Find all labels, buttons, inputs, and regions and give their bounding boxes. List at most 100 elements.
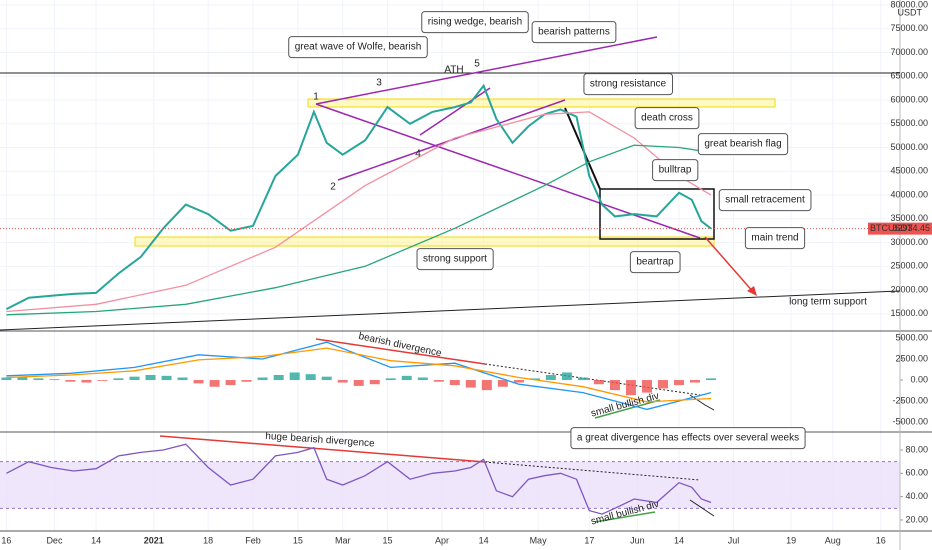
histogram-bar [401,375,412,381]
histogram-bar [97,380,108,381]
callout-box [416,248,494,271]
price-tag-symbol: BTCUSDT [870,223,913,233]
histogram-bar [593,380,604,385]
callout-text: main trend [751,233,798,244]
histogram-bar [433,380,444,382]
histogram-bar [113,378,124,381]
callout-box [629,251,681,274]
y-tick-label: 30000.00 [890,237,928,247]
callout-text: small retracement [725,195,805,206]
histogram-bar [545,374,556,381]
histogram-bar [209,380,220,387]
annotation-text: 2 [330,182,336,193]
line-series [6,111,712,313]
histogram-bar [49,379,60,381]
x-tick-label: 16 [1,535,11,545]
y-tick-label: 15000.00 [890,308,928,318]
line-series [6,443,712,515]
callout-box [531,21,617,44]
y-tick-label: 50000.00 [890,142,928,152]
histogram-bar [449,380,460,386]
x-tick-label: 15 [293,535,303,545]
currency-label: USDT [898,7,923,17]
annotation-text: 3 [376,78,382,89]
histogram-bar [513,380,524,383]
histogram-bar [177,377,188,381]
histogram-bar [129,376,140,381]
histogram-bar [337,380,348,383]
x-tick-label: 14 [91,535,101,545]
histogram-bar [193,380,204,384]
long-term-support-line [0,290,901,331]
flag-box [599,188,715,240]
callout-box [421,11,529,34]
divergence-line [315,338,486,365]
callout-box [583,73,674,96]
wolfe-line [315,36,658,105]
annotation-text: long term support [789,297,867,308]
histogram-bar [674,380,685,386]
y-tick-label: 40000.00 [890,189,928,199]
x-tick-label: May [530,535,548,545]
histogram-bar [369,380,380,385]
callout-text: bearish patterns [538,27,610,38]
y-tick-label: 5000.00 [895,332,928,342]
callout-text: strong resistance [590,79,667,90]
wedge-line [419,87,491,136]
callout-box [744,227,806,250]
x-tick-label: Dec [46,535,63,545]
line-series [6,144,712,316]
price-tag-value: 32934.45 [892,223,930,233]
callout-box [697,133,789,156]
histogram-bar [561,372,572,381]
histogram-bar [81,380,92,383]
callout-text: rising wedge, bearish [428,17,523,28]
histogram-bar [65,380,76,382]
x-tick-label: 16 [876,535,886,545]
y-tick-label: 40.00 [905,491,928,501]
x-tick-label: 2021 [144,535,164,545]
x-tick-label: Feb [245,535,261,545]
x-tick-label: 19 [786,535,796,545]
histogram-bar [1,377,12,381]
histogram-bar [17,376,28,381]
x-tick-label: 15 [383,535,393,545]
callout-text: a great divergence has effects over seve… [577,433,799,444]
y-tick-label: 20.00 [905,514,928,524]
y-tick-label: 80000.00 [890,0,928,9]
histogram-bar [353,380,364,386]
histogram-bar [690,380,701,383]
histogram-bar [385,378,396,381]
x-tick-label: 14 [674,535,684,545]
x-tick-label: Apr [435,535,449,545]
bullish-div-line [594,511,656,523]
divergence-line [159,435,486,463]
y-tick-label: 60000.00 [890,94,928,104]
histogram-bar [305,374,316,381]
histogram-bar [706,378,717,381]
histogram-bar [289,372,300,381]
wolfe-line [315,103,701,239]
histogram-bar [33,378,44,381]
histogram-bar [257,377,268,381]
y-tick-label: 70000.00 [890,47,928,57]
histogram-bar [417,377,428,381]
y-tick-label: 45000.00 [890,166,928,176]
callout-text: great bearish flag [704,139,781,150]
histogram-bar [497,380,508,387]
histogram-bar [321,376,332,381]
callout-box [288,36,428,59]
annotation-text: ATH [444,65,463,76]
annotation-text: 5 [474,59,480,70]
x-tick-label: Jun [630,535,645,545]
callout-box [634,107,700,130]
y-tick-label: -5000.00 [892,416,928,426]
y-tick-label: 80.00 [905,444,928,454]
resistance-zone [307,98,776,108]
line-series [6,347,712,403]
arrow-head [747,286,757,296]
x-tick-label: Aug [825,535,841,545]
callout-box [718,189,812,212]
price-tag [868,222,932,235]
